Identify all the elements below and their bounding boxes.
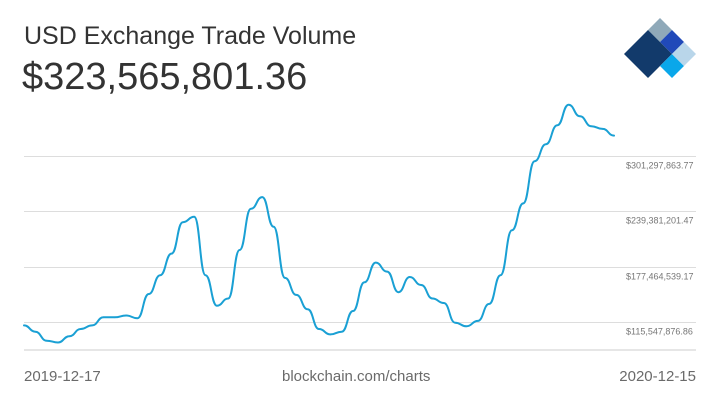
- data-point-4: [68, 335, 71, 338]
- data-point-25: [306, 308, 309, 311]
- data-point-22: [272, 225, 275, 228]
- data-point-20: [250, 208, 252, 210]
- data-point-28: [340, 330, 343, 333]
- data-point-18: [227, 297, 229, 300]
- data-point-29: [352, 310, 354, 312]
- data-point-23: [284, 277, 286, 279]
- data-point-45: [533, 160, 536, 162]
- data-point-26: [318, 328, 320, 330]
- data-point-48: [567, 103, 570, 106]
- data-point-46: [545, 143, 547, 145]
- data-point-15: [193, 216, 195, 218]
- data-point-12: [159, 274, 161, 277]
- data-point-38: [454, 321, 457, 324]
- data-point-14: [182, 221, 184, 223]
- logo-bottom-right-diamond: [672, 42, 696, 66]
- data-point-32: [386, 270, 388, 273]
- data-point-35: [420, 284, 422, 286]
- data-point-7: [102, 316, 105, 319]
- y-tick-label-2: $239,381,201.47: [626, 216, 694, 226]
- data-point-6: [91, 324, 93, 327]
- y-axis-tick-labels: $115,547,876.86 $177,464,539.17 $239,381,2…: [626, 161, 694, 337]
- data-point-30: [363, 281, 366, 284]
- data-point-36: [431, 297, 434, 300]
- y-tick-label-3: $301,297,863.77: [626, 161, 694, 171]
- end-date-label: 2020-12-15: [619, 368, 696, 385]
- data-point-31: [374, 261, 377, 264]
- volume-data-points: [23, 103, 615, 344]
- data-point-27: [329, 333, 332, 336]
- data-point-50: [590, 125, 593, 127]
- data-point-41: [488, 303, 491, 305]
- data-point-8: [114, 316, 116, 319]
- data-point-19: [238, 249, 241, 251]
- data-point-2: [45, 339, 48, 342]
- volume-series-line: [23, 103, 615, 344]
- data-point-24: [295, 294, 298, 296]
- data-point-17: [216, 304, 218, 307]
- data-point-42: [499, 274, 502, 277]
- chart-title: USD Exchange Trade Volume: [24, 22, 357, 50]
- data-point-47: [556, 124, 559, 127]
- data-point-3: [57, 341, 59, 344]
- y-tick-label-0: $115,547,876.86: [626, 327, 693, 337]
- data-point-13: [170, 252, 173, 255]
- data-point-10: [136, 317, 139, 320]
- data-point-5: [79, 328, 82, 330]
- data-point-1: [34, 330, 37, 333]
- data-point-34: [409, 276, 411, 278]
- data-point-43: [511, 229, 513, 232]
- data-point-9: [125, 314, 127, 317]
- data-point-21: [261, 196, 264, 198]
- source-label: blockchain.com/charts: [282, 368, 431, 385]
- data-point-52: [613, 134, 615, 137]
- data-point-0: [23, 324, 25, 327]
- start-date-label: 2019-12-17: [24, 368, 101, 385]
- data-point-40: [477, 320, 479, 322]
- data-point-37: [443, 302, 445, 304]
- data-point-16: [204, 274, 207, 277]
- data-point-33: [397, 291, 400, 294]
- y-tick-label-1: $177,464,539.17: [626, 272, 694, 282]
- data-point-49: [579, 115, 581, 118]
- current-value: $323,565,801.36: [22, 56, 308, 98]
- blockchain-logo: [624, 18, 696, 78]
- data-point-44: [522, 202, 524, 205]
- data-point-51: [601, 128, 604, 130]
- data-point-11: [148, 293, 150, 295]
- chart-grid: [24, 156, 696, 351]
- data-point-39: [465, 325, 468, 328]
